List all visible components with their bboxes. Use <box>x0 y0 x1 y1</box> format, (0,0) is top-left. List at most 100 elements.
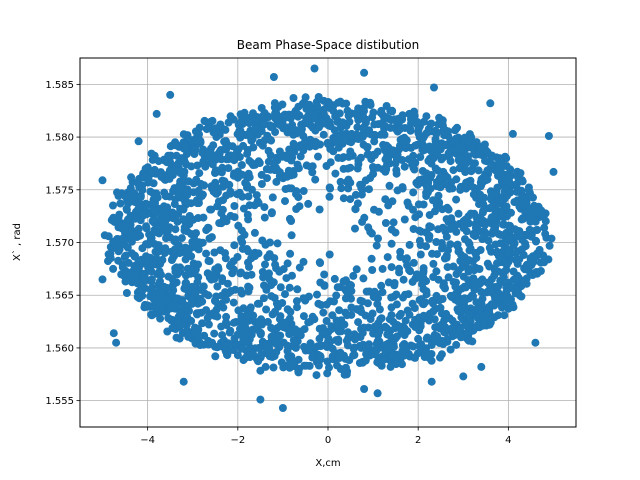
data-point <box>311 175 320 184</box>
data-point <box>451 125 460 134</box>
data-point <box>316 352 325 360</box>
data-point <box>189 179 198 188</box>
data-point <box>378 264 387 273</box>
data-point <box>272 348 281 357</box>
data-point <box>283 341 292 350</box>
data-point <box>372 241 381 250</box>
data-point <box>547 234 556 243</box>
data-point <box>540 223 549 232</box>
data-point <box>477 288 486 296</box>
x-tick-label: −2 <box>230 435 245 446</box>
data-point <box>287 156 296 165</box>
data-point <box>349 271 358 280</box>
data-point <box>391 159 400 168</box>
data-point <box>151 207 160 216</box>
data-point <box>346 132 355 141</box>
data-point <box>230 202 239 210</box>
data-point <box>354 318 363 327</box>
data-point <box>216 120 225 129</box>
data-point <box>374 234 382 243</box>
data-point <box>457 250 466 259</box>
data-point <box>222 145 231 154</box>
data-point <box>160 202 168 211</box>
data-point <box>254 114 262 123</box>
data-point <box>147 310 156 319</box>
data-point <box>415 226 424 235</box>
data-point <box>497 174 506 183</box>
data-point <box>443 263 452 272</box>
data-point <box>183 326 191 335</box>
data-point <box>330 274 339 283</box>
data-point <box>147 285 156 294</box>
data-point <box>200 181 209 190</box>
data-point <box>511 249 520 258</box>
data-point <box>341 354 350 363</box>
data-point <box>441 171 450 180</box>
data-point <box>157 270 165 279</box>
data-point <box>173 188 182 197</box>
data-point <box>423 183 431 192</box>
data-point <box>367 254 376 263</box>
data-point <box>297 127 306 136</box>
data-point <box>405 266 414 274</box>
data-point <box>283 172 292 181</box>
data-point <box>457 284 466 293</box>
data-point <box>202 306 211 315</box>
data-point <box>511 275 520 284</box>
data-point <box>109 201 117 210</box>
data-point <box>376 315 385 324</box>
data-point <box>504 221 513 230</box>
data-point <box>441 328 450 337</box>
data-point <box>479 200 488 209</box>
data-point <box>264 113 273 121</box>
data-point <box>114 256 123 265</box>
data-point <box>381 322 390 331</box>
y-tick-label: 1.575 <box>45 185 74 196</box>
data-point <box>497 278 506 286</box>
data-point <box>446 240 455 249</box>
data-point <box>388 351 397 360</box>
data-point <box>159 282 168 291</box>
data-point <box>475 305 484 314</box>
data-point <box>272 177 281 186</box>
data-point <box>293 160 302 169</box>
data-point <box>158 170 167 179</box>
data-point <box>375 305 384 314</box>
y-tick-label: 1.585 <box>45 80 74 91</box>
data-point <box>343 311 351 320</box>
data-point <box>424 231 433 240</box>
data-point <box>482 229 491 238</box>
data-point <box>325 192 334 201</box>
data-point <box>349 344 358 353</box>
data-point <box>382 102 391 110</box>
data-point <box>460 297 469 305</box>
data-point <box>237 161 246 169</box>
data-point <box>275 315 284 324</box>
data-point <box>276 121 285 129</box>
data-point <box>257 127 266 136</box>
data-point <box>159 220 167 229</box>
data-point <box>541 217 550 226</box>
data-point <box>524 186 533 195</box>
data-point <box>425 211 434 219</box>
data-point <box>233 173 242 182</box>
data-point <box>495 162 504 170</box>
data-point <box>277 358 286 367</box>
data-point <box>133 279 142 288</box>
x-axis-title: X,cm <box>315 458 340 469</box>
data-point <box>470 284 479 293</box>
data-point <box>214 184 223 193</box>
data-point <box>481 220 490 229</box>
data-point <box>459 314 468 323</box>
data-point <box>469 292 477 301</box>
data-point <box>450 331 459 339</box>
data-point <box>536 267 545 275</box>
data-point <box>356 180 365 189</box>
data-point <box>183 250 192 259</box>
data-point <box>258 236 267 245</box>
data-point <box>344 111 353 120</box>
data-point <box>352 265 361 274</box>
data-point <box>436 353 444 362</box>
data-point <box>451 221 460 230</box>
data-point <box>400 215 409 224</box>
